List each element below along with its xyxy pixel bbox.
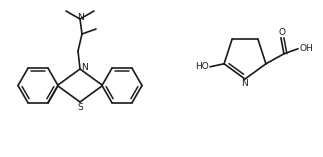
Text: S: S bbox=[77, 103, 83, 111]
Text: N: N bbox=[242, 79, 248, 89]
Text: O: O bbox=[278, 28, 286, 37]
Text: N: N bbox=[78, 13, 84, 22]
Text: OH: OH bbox=[299, 44, 313, 53]
Text: HO: HO bbox=[195, 62, 209, 71]
Text: N: N bbox=[81, 62, 88, 71]
